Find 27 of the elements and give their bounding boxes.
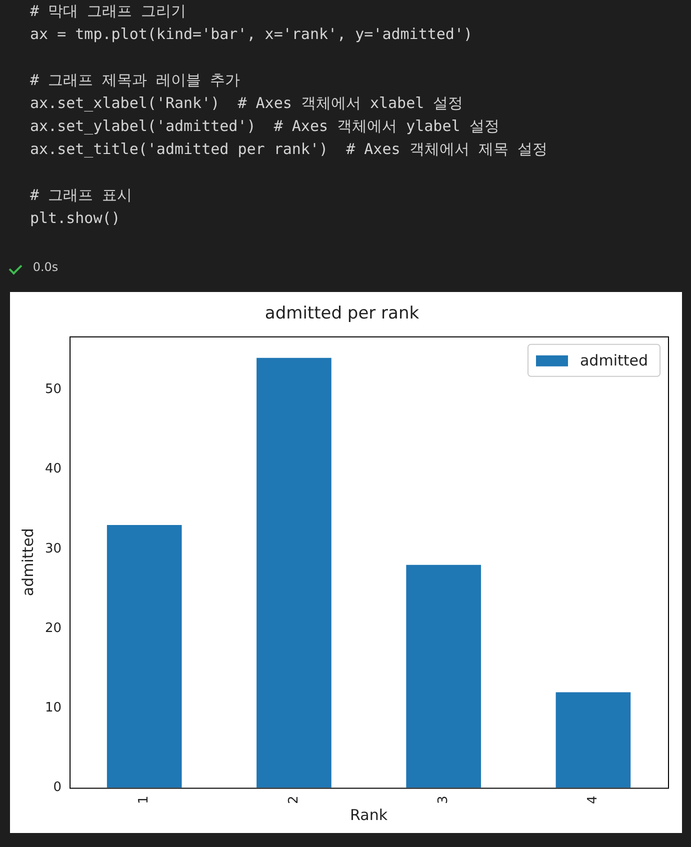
text: # 그래프 표시 xyxy=(30,185,134,206)
y-tick-label: 0 xyxy=(53,780,62,796)
text: 0.0s xyxy=(32,260,58,274)
bar xyxy=(106,525,182,788)
y-tick-label: 10 xyxy=(44,700,62,716)
text: # 그래프 제목과 레이블 추가 xyxy=(30,70,242,91)
y-tick-label: 40 xyxy=(44,462,62,477)
bar xyxy=(556,692,631,788)
text: ax = tmp.plot(kind='bar', x='rank', y='admitted') xyxy=(30,24,474,45)
text: # 막대 그래프 그리기 xyxy=(30,1,188,22)
text: ax.set_title('admitted per rank') # Axes 객체에서 제목 설정 xyxy=(30,139,548,160)
y-axis-title: admitted xyxy=(18,528,37,596)
y-tick-label: 20 xyxy=(44,620,62,636)
x-tick-label: 2 xyxy=(286,796,302,804)
legend-label: admitted xyxy=(580,351,648,370)
x-axis-title: Rank xyxy=(350,806,388,824)
chart-title: admitted per rank xyxy=(264,304,420,324)
y-tick-label: 50 xyxy=(44,382,62,398)
text: ax.set_ylabel('admitted') # Axes 객체에서 ylabel 설정 xyxy=(30,116,500,137)
x-tick-label: 3 xyxy=(436,796,451,804)
bar xyxy=(256,358,332,788)
x-tick-label: 1 xyxy=(136,796,152,804)
text: plt.show() xyxy=(30,208,122,229)
x-tick-label: 4 xyxy=(586,796,601,804)
bar xyxy=(406,564,481,788)
text: ax.set_xlabel('Rank') # Axes 객체에서 xlabel 설정 xyxy=(30,93,464,114)
y-tick-label: 30 xyxy=(44,541,62,556)
